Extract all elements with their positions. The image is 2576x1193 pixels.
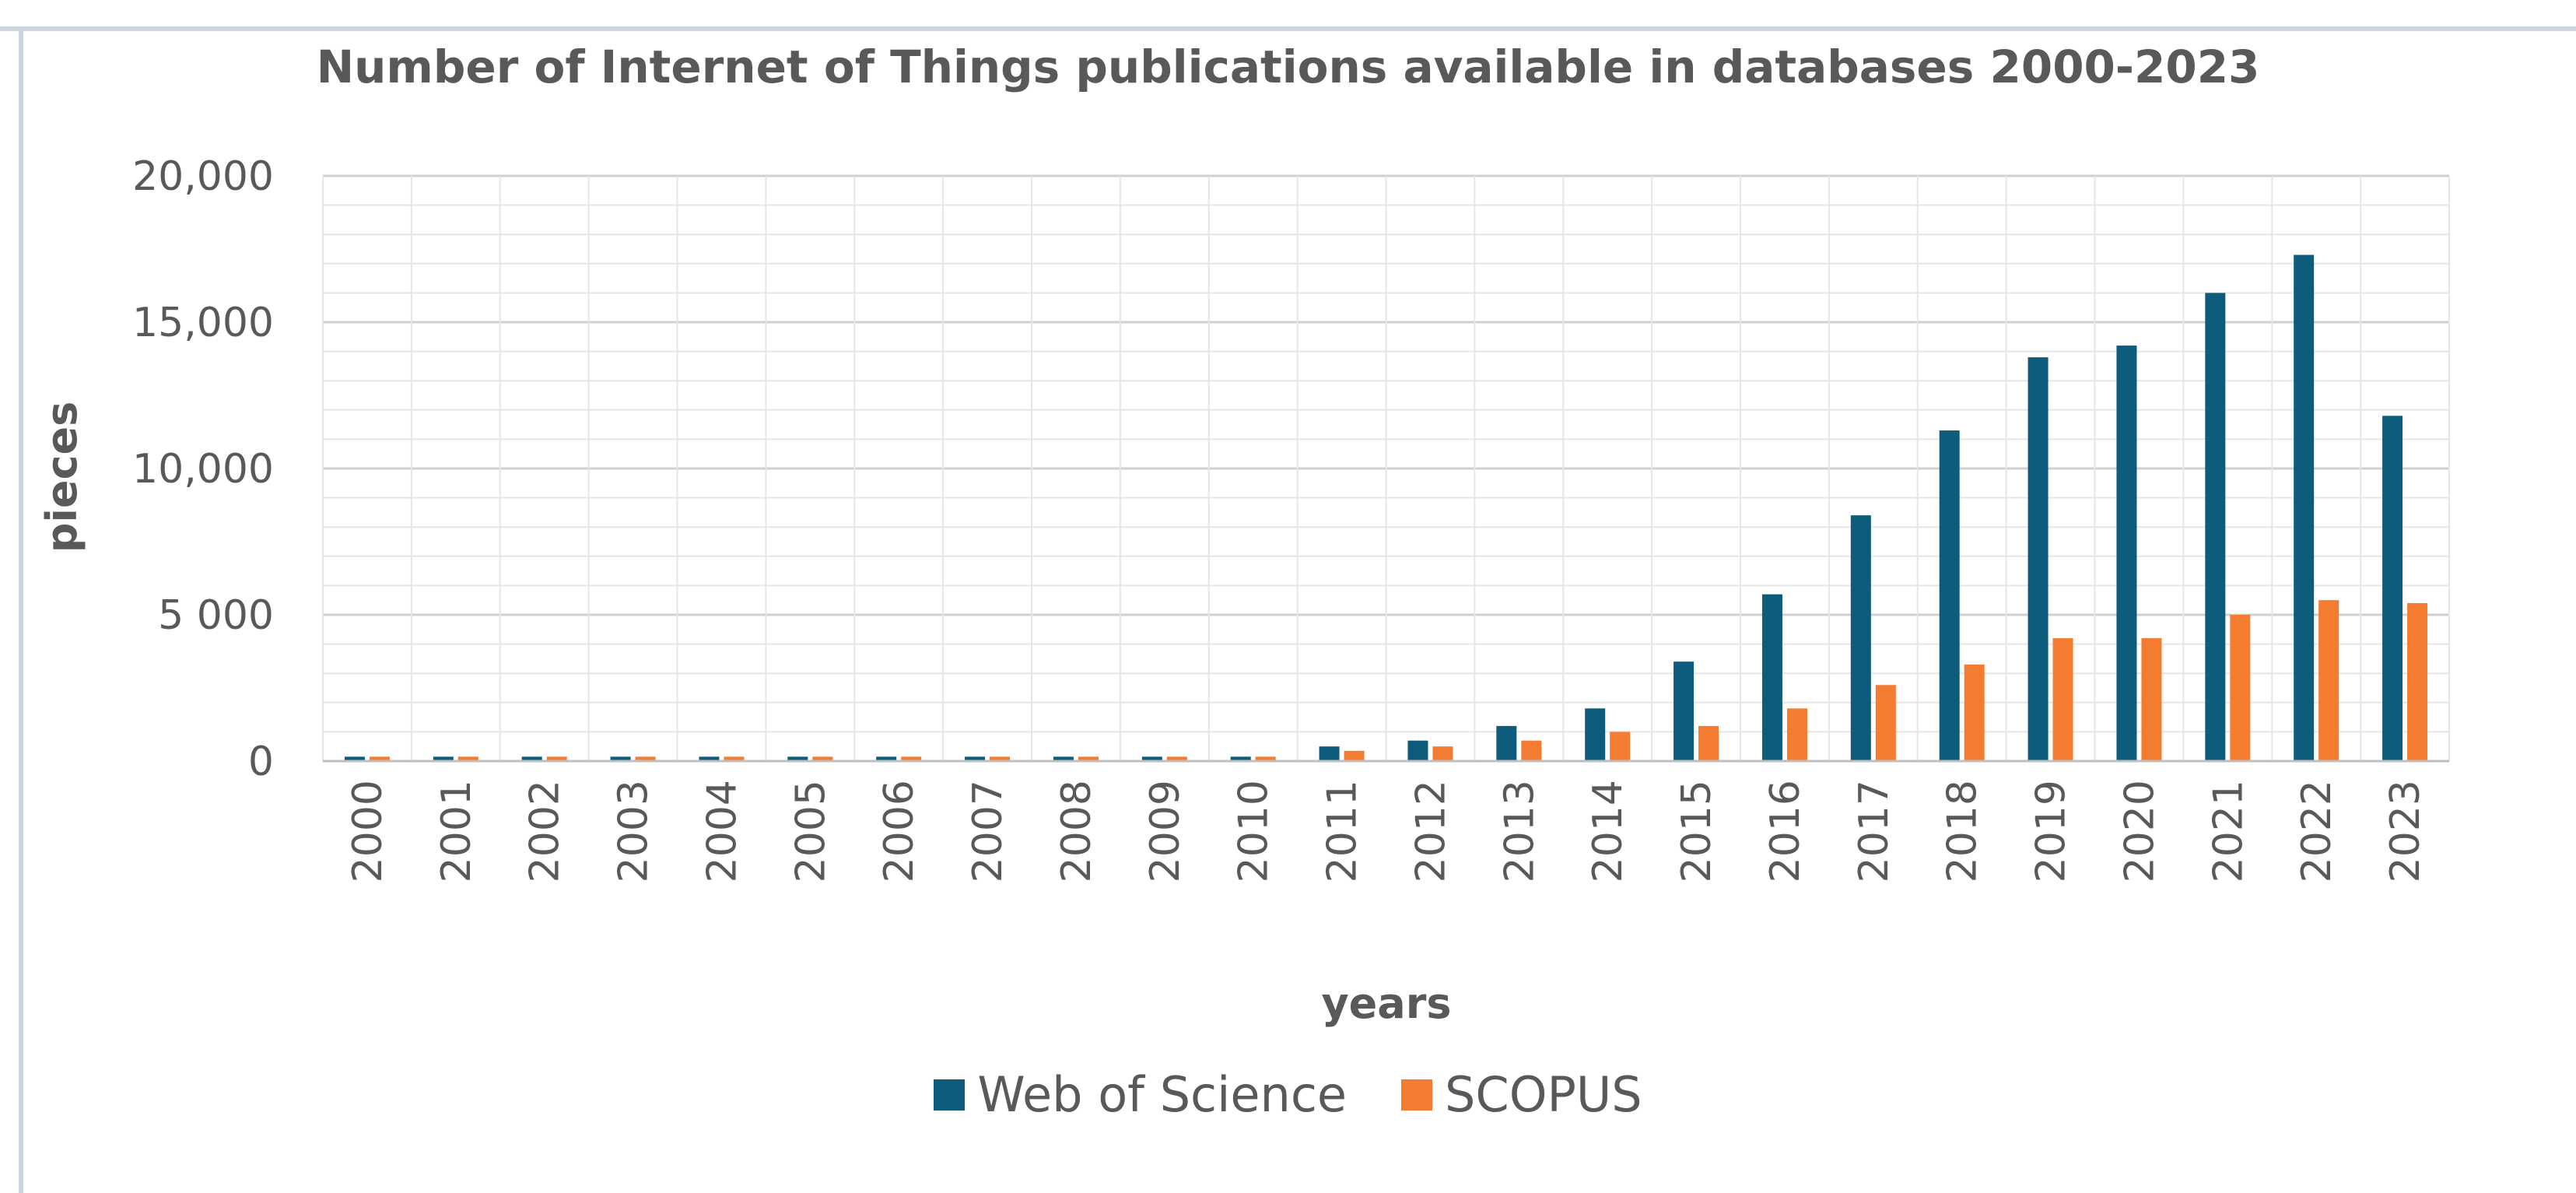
- bar-scopus-2013: [1521, 740, 1542, 761]
- bar-web-of-science-2005: [787, 756, 808, 761]
- x-tick-label: 2000: [345, 780, 391, 882]
- y-tick-label: 10,000: [132, 446, 274, 493]
- bar-scopus-2001: [457, 756, 478, 761]
- bar-scopus-2000: [369, 756, 390, 761]
- legend-swatch-scopus: [1401, 1079, 1433, 1111]
- bar-scopus-2019: [2052, 638, 2073, 761]
- y-tick-label: 15,000: [132, 300, 274, 346]
- x-tick-label: 2017: [1851, 780, 1898, 882]
- bar-scopus-2009: [1166, 756, 1187, 761]
- legend-label-web-of-science: Web of Science: [977, 1066, 1348, 1123]
- bar-scopus-2017: [1875, 685, 1896, 761]
- bar-scopus-2020: [2141, 638, 2162, 761]
- legend: Web of Science SCOPUS: [0, 1066, 2576, 1123]
- bar-web-of-science-2009: [1141, 756, 1162, 761]
- bar-scopus-2018: [1964, 664, 1985, 761]
- x-tick-label: 2021: [2205, 780, 2252, 882]
- x-tick-label: 2010: [1231, 780, 1277, 882]
- x-tick-label: 2002: [522, 780, 569, 882]
- x-tick-label: 2023: [2382, 780, 2429, 882]
- legend-item-web-of-science: Web of Science: [934, 1066, 1347, 1123]
- bar-web-of-science-2016: [1761, 594, 1782, 761]
- bar-web-of-science-2006: [876, 756, 897, 761]
- y-axis-title: pieces: [37, 402, 86, 553]
- bar-scopus-2023: [2407, 602, 2428, 761]
- y-tick-label: 5 000: [158, 592, 274, 639]
- bar-web-of-science-2002: [521, 756, 542, 761]
- bar-web-of-science-2018: [1939, 430, 1960, 761]
- left-border: [19, 26, 23, 1193]
- bar-web-of-science-2008: [1053, 756, 1074, 761]
- bar-web-of-science-2011: [1319, 746, 1340, 761]
- bar-scopus-2021: [2230, 615, 2251, 761]
- legend-swatch-web-of-science: [934, 1079, 966, 1111]
- x-tick-label: 2015: [1674, 780, 1720, 882]
- top-border: [0, 26, 2576, 31]
- x-tick-label: 2001: [433, 780, 480, 882]
- bar-scopus-2010: [1255, 756, 1276, 761]
- bar-web-of-science-2017: [1850, 515, 1871, 761]
- x-tick-label: 2019: [2028, 780, 2075, 882]
- bar-scopus-2004: [724, 756, 745, 761]
- bar-scopus-2011: [1344, 750, 1365, 761]
- legend-item-scopus: SCOPUS: [1401, 1066, 1642, 1123]
- bar-web-of-science-2022: [2294, 254, 2315, 761]
- bar-web-of-science-2019: [2028, 357, 2049, 761]
- gridlines: [322, 174, 2450, 763]
- chart-title: Number of Internet of Things publication…: [316, 40, 2260, 93]
- x-tick-label: 2006: [876, 780, 923, 882]
- bar-scopus-2007: [990, 756, 1011, 761]
- x-tick-label: 2014: [1585, 780, 1631, 882]
- tick-labels: 0 5 000 10,000 15,000 20,000 2000 2001 2002 2003…: [132, 153, 2429, 882]
- bar-web-of-science-2023: [2382, 416, 2403, 761]
- bar-web-of-science-2007: [965, 756, 986, 761]
- legend-label-scopus: SCOPUS: [1445, 1066, 1642, 1123]
- bars: [344, 254, 2428, 762]
- bar-web-of-science-2012: [1407, 740, 1428, 761]
- x-tick-label: 2004: [699, 780, 745, 882]
- x-tick-label: 2018: [1940, 780, 1986, 882]
- y-tick-label: 20,000: [132, 153, 274, 200]
- x-tick-label: 2022: [2294, 780, 2340, 882]
- bar-scopus-2015: [1698, 725, 1719, 761]
- bar-scopus-2005: [812, 756, 833, 761]
- x-axis-title: years: [1321, 979, 1451, 1028]
- x-tick-label: 2016: [1762, 780, 1809, 882]
- bar-scopus-2008: [1078, 756, 1099, 761]
- bar-scopus-2003: [635, 756, 656, 761]
- x-tick-label: 2020: [2116, 780, 2163, 882]
- bar-scopus-2014: [1610, 732, 1631, 761]
- bar-scopus-2016: [1786, 708, 1807, 761]
- y-tick-label: 0: [248, 739, 274, 785]
- bar-web-of-science-2003: [610, 756, 631, 761]
- bar-web-of-science-2013: [1496, 725, 1517, 761]
- bar-web-of-science-2000: [344, 756, 365, 761]
- x-tick-label: 2009: [1142, 780, 1189, 882]
- bar-web-of-science-2010: [1230, 756, 1251, 761]
- x-tick-label: 2008: [1053, 780, 1100, 882]
- bar-web-of-science-2004: [699, 756, 720, 761]
- bar-web-of-science-2021: [2205, 293, 2226, 761]
- bar-scopus-2022: [2318, 600, 2339, 761]
- bar-scopus-2012: [1432, 746, 1453, 761]
- x-tick-label: 2012: [1407, 780, 1454, 882]
- bar-scopus-2006: [901, 756, 922, 761]
- bar-web-of-science-2020: [2116, 346, 2137, 762]
- x-tick-label: 2013: [1496, 780, 1543, 882]
- x-tick-label: 2003: [611, 780, 657, 882]
- bar-web-of-science-2001: [433, 756, 454, 761]
- bar-web-of-science-2014: [1585, 708, 1606, 761]
- x-tick-label: 2011: [1320, 780, 1366, 882]
- x-tick-label: 2007: [965, 780, 1011, 882]
- bar-scopus-2002: [546, 756, 567, 761]
- x-tick-label: 2005: [787, 780, 834, 882]
- bar-web-of-science-2015: [1674, 661, 1695, 761]
